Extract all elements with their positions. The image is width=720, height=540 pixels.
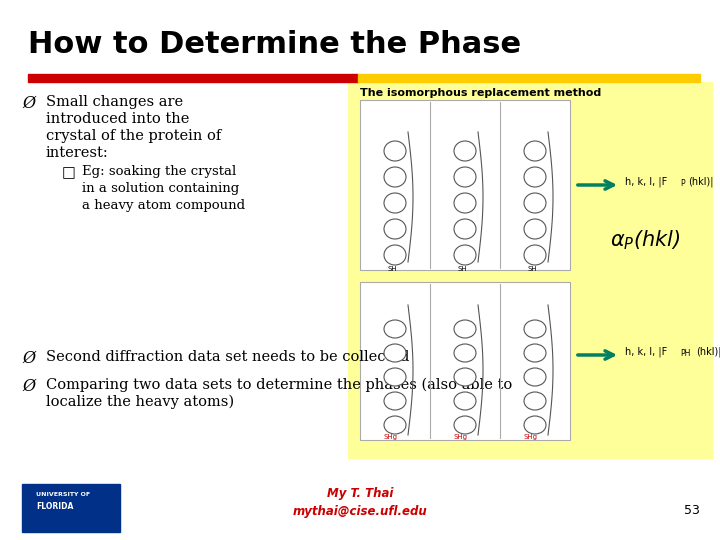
Text: mythai@cise.ufl.edu: mythai@cise.ufl.edu bbox=[292, 505, 428, 518]
Text: UNIVERSITY OF: UNIVERSITY OF bbox=[36, 492, 90, 497]
Ellipse shape bbox=[524, 219, 546, 239]
Text: SH: SH bbox=[457, 266, 467, 272]
Text: (hkl)|: (hkl)| bbox=[696, 347, 720, 357]
Ellipse shape bbox=[454, 344, 476, 362]
Ellipse shape bbox=[384, 141, 406, 161]
Text: The isomorphous replacement method: The isomorphous replacement method bbox=[360, 88, 601, 98]
Ellipse shape bbox=[384, 416, 406, 434]
Ellipse shape bbox=[454, 320, 476, 338]
Text: How to Determine the Phase: How to Determine the Phase bbox=[28, 30, 521, 59]
Bar bbox=[360, 100, 570, 270]
Text: SHg: SHg bbox=[524, 434, 538, 440]
Text: h, k, l, |F: h, k, l, |F bbox=[625, 177, 667, 187]
Ellipse shape bbox=[454, 219, 476, 239]
Ellipse shape bbox=[384, 320, 406, 338]
Text: SH: SH bbox=[527, 266, 536, 272]
Text: in a solution containing: in a solution containing bbox=[82, 182, 239, 195]
Ellipse shape bbox=[454, 141, 476, 161]
Ellipse shape bbox=[454, 368, 476, 386]
Text: FLORIDA: FLORIDA bbox=[36, 502, 73, 511]
Bar bbox=[22, 484, 120, 532]
Ellipse shape bbox=[524, 344, 546, 362]
Ellipse shape bbox=[524, 416, 546, 434]
Ellipse shape bbox=[384, 167, 406, 187]
Text: □: □ bbox=[62, 165, 76, 180]
Ellipse shape bbox=[384, 193, 406, 213]
Text: localize the heavy atoms): localize the heavy atoms) bbox=[46, 395, 234, 409]
Text: Comparing two data sets to determine the phases (also able to: Comparing two data sets to determine the… bbox=[46, 378, 512, 393]
Ellipse shape bbox=[524, 167, 546, 187]
Ellipse shape bbox=[524, 368, 546, 386]
Text: introduced into the: introduced into the bbox=[46, 112, 189, 126]
Ellipse shape bbox=[524, 193, 546, 213]
Text: 53: 53 bbox=[684, 503, 700, 516]
Ellipse shape bbox=[524, 245, 546, 265]
Ellipse shape bbox=[454, 416, 476, 434]
Text: SHg: SHg bbox=[384, 434, 398, 440]
Text: Second diffraction data set needs to be collected: Second diffraction data set needs to be … bbox=[46, 350, 410, 364]
Bar bbox=[348, 82, 712, 458]
Text: SH: SH bbox=[387, 266, 397, 272]
Ellipse shape bbox=[454, 167, 476, 187]
Bar bbox=[358, 74, 700, 82]
Text: Eg: soaking the crystal: Eg: soaking the crystal bbox=[82, 165, 236, 178]
Ellipse shape bbox=[384, 344, 406, 362]
Text: Ø: Ø bbox=[22, 95, 35, 112]
Ellipse shape bbox=[454, 245, 476, 265]
Ellipse shape bbox=[454, 193, 476, 213]
Text: Ø: Ø bbox=[22, 350, 35, 367]
Text: SHg: SHg bbox=[454, 434, 468, 440]
Ellipse shape bbox=[524, 141, 546, 161]
Text: (hkl)|: (hkl)| bbox=[688, 177, 714, 187]
Text: crystal of the protein of: crystal of the protein of bbox=[46, 129, 221, 143]
Text: $\alpha_P$(hkl): $\alpha_P$(hkl) bbox=[610, 228, 680, 252]
Text: h, k, l, |F: h, k, l, |F bbox=[625, 347, 667, 357]
Ellipse shape bbox=[454, 392, 476, 410]
Ellipse shape bbox=[524, 320, 546, 338]
Text: PH: PH bbox=[680, 349, 690, 359]
Text: My T. Thai: My T. Thai bbox=[327, 488, 393, 501]
Text: interest:: interest: bbox=[46, 146, 109, 160]
Ellipse shape bbox=[384, 368, 406, 386]
Bar bbox=[28, 74, 358, 82]
Ellipse shape bbox=[384, 392, 406, 410]
Bar bbox=[360, 282, 570, 440]
Text: Small changes are: Small changes are bbox=[46, 95, 183, 109]
Text: a heavy atom compound: a heavy atom compound bbox=[82, 199, 245, 212]
Ellipse shape bbox=[384, 219, 406, 239]
Ellipse shape bbox=[384, 245, 406, 265]
Ellipse shape bbox=[524, 392, 546, 410]
Text: Ø: Ø bbox=[22, 378, 35, 395]
Text: P: P bbox=[680, 179, 685, 188]
